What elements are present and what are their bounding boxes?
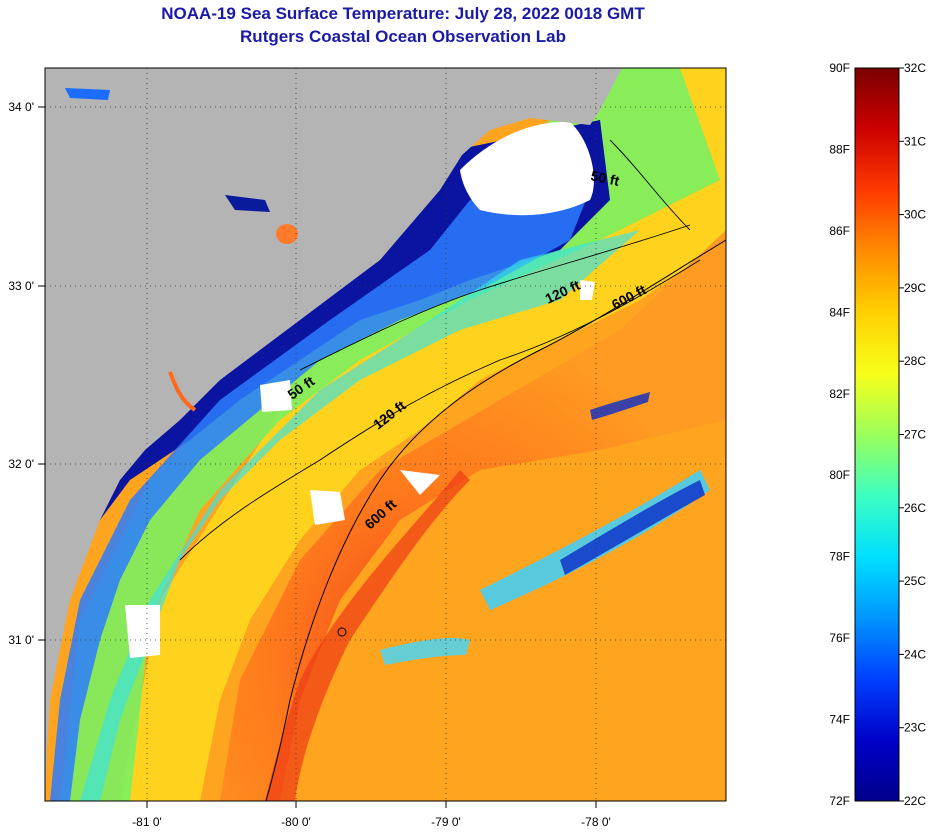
- offshore-cool-streak: [560, 480, 705, 575]
- map-gridlines: [45, 68, 726, 801]
- colorbar-fahrenheit-label: 84F: [829, 305, 850, 319]
- x-tick-label: -81 0': [132, 815, 162, 829]
- y-tick-label: 34 0': [8, 100, 34, 114]
- offshore-cool-streak: [590, 392, 650, 420]
- cloud-patch: [260, 380, 292, 412]
- colorbar-gradient: [854, 67, 900, 802]
- y-tick-label: 33 0': [8, 279, 34, 293]
- colorbar-celsius-label: 24C: [904, 647, 926, 661]
- x-tick-label: -78 0': [581, 815, 611, 829]
- colorbar-celsius-label: 25C: [904, 574, 926, 588]
- colorbar-fahrenheit-label: 78F: [829, 550, 850, 564]
- colorbar-celsius-label: 27C: [904, 428, 926, 442]
- y-tick-label: 32 0': [8, 457, 34, 471]
- inland-lake: [225, 195, 270, 212]
- cloud-patch: [125, 605, 160, 658]
- map-frame: [44, 67, 727, 802]
- inland-lake: [276, 224, 298, 244]
- cloud-patch: [400, 470, 440, 495]
- colorbar-celsius-label: 31C: [904, 134, 926, 148]
- offshore-cool-streak: [380, 638, 470, 665]
- contour-label: 50 ft: [589, 167, 621, 189]
- colorbar-fahrenheit-label: 90F: [829, 61, 850, 75]
- colorbar-fahrenheit-label: 86F: [829, 224, 850, 238]
- contour-50ft-line: [299, 139, 691, 371]
- x-tick-label: -79 0': [431, 815, 461, 829]
- colorbar-celsius-label: 22C: [904, 794, 926, 808]
- map-title: NOAA-19 Sea Surface Temperature: July 28…: [161, 4, 645, 23]
- colorbar-fahrenheit-label: 88F: [829, 142, 850, 156]
- colorbar-celsius-label: 32C: [904, 61, 926, 75]
- map-tick-marks: [38, 106, 597, 808]
- colorbar-fahrenheit-label: 82F: [829, 387, 850, 401]
- colorbar-celsius-label: 26C: [904, 501, 926, 515]
- map-subtitle: Rutgers Coastal Ocean Observation Lab: [240, 27, 566, 46]
- colorbar-fahrenheit-label: 80F: [829, 468, 850, 482]
- colorbar-fahrenheit-label: 76F: [829, 631, 850, 645]
- coastal-cool-region: [50, 190, 590, 801]
- colorbar-celsius-label: 28C: [904, 354, 926, 368]
- contour-600ft-line: [265, 239, 726, 801]
- x-tick-label: -80 0': [281, 815, 311, 829]
- cloud-patch: [580, 280, 595, 300]
- colorbar-fahrenheit-label: 72F: [829, 794, 850, 808]
- y-tick-label: 31 0': [8, 633, 34, 647]
- inland-lake: [65, 88, 110, 100]
- colorbar-celsius-label: 29C: [904, 281, 926, 295]
- colorbar-celsius-label: 30C: [904, 208, 926, 222]
- gulf-stream-core: [220, 230, 726, 801]
- cloud-patch: [460, 121, 594, 216]
- colorbar-fahrenheit-label: 74F: [829, 713, 850, 727]
- contour-120ft-line: [179, 259, 701, 561]
- contour-feature: [337, 627, 347, 637]
- land-mass: [45, 68, 622, 801]
- gulf-stream-hot-band: [265, 470, 470, 801]
- colorbar-celsius-label: 23C: [904, 721, 926, 735]
- cloud-patch: [310, 490, 345, 525]
- inland-river: [168, 371, 197, 412]
